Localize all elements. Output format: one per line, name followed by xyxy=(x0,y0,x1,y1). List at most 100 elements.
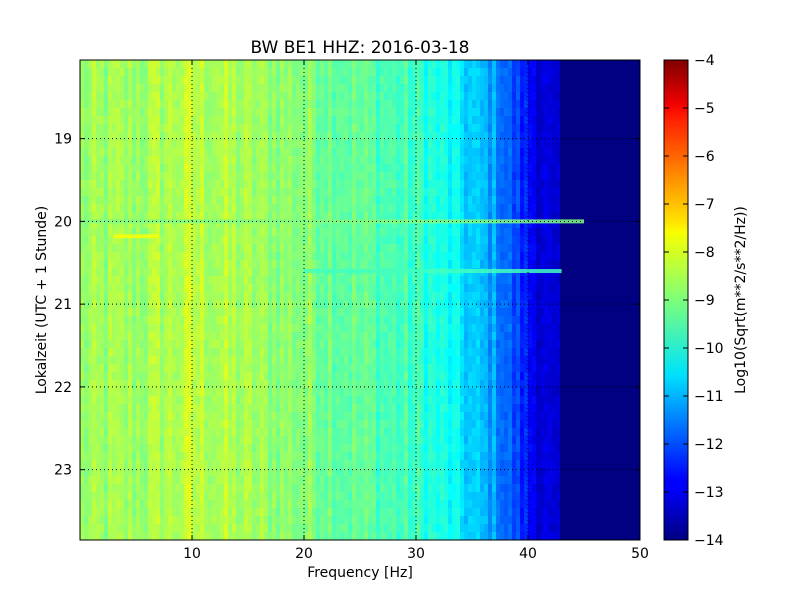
heatmap-cell xyxy=(120,476,125,485)
heatmap-cell xyxy=(404,220,409,229)
heatmap-cell xyxy=(236,524,241,533)
heatmap-cell xyxy=(92,484,97,493)
heatmap-cell xyxy=(248,196,253,205)
heatmap-cell xyxy=(328,156,333,165)
heatmap-cell xyxy=(244,132,249,141)
heatmap-cell xyxy=(272,508,277,517)
heatmap-cell xyxy=(372,276,377,285)
heatmap-cell xyxy=(256,436,261,445)
heatmap-cell xyxy=(324,164,329,173)
heatmap-cell xyxy=(168,268,173,277)
heatmap-cell xyxy=(268,236,273,245)
heatmap-cell xyxy=(200,500,205,509)
heatmap-cell xyxy=(324,428,329,437)
heatmap-cell xyxy=(108,244,113,253)
heatmap-cell xyxy=(332,444,337,453)
heatmap-cell xyxy=(384,428,389,437)
heatmap-cell xyxy=(232,60,237,69)
heatmap-cell xyxy=(212,132,217,141)
heatmap-cell xyxy=(284,180,289,189)
heatmap-cell xyxy=(152,132,157,141)
heatmap-cell xyxy=(224,380,229,389)
heatmap-cell xyxy=(172,524,177,533)
heatmap-cell xyxy=(172,116,177,125)
heatmap-cell xyxy=(256,60,261,69)
heatmap-cell xyxy=(220,76,225,85)
heatmap-cell xyxy=(180,372,185,381)
heatmap-cell xyxy=(116,260,121,269)
heatmap-cell xyxy=(308,76,313,85)
heatmap-cell xyxy=(372,348,377,357)
heatmap-cell xyxy=(276,420,281,429)
heatmap-cell xyxy=(164,140,169,149)
heatmap-cell xyxy=(316,84,321,93)
heatmap-cell xyxy=(212,180,217,189)
heatmap-cell xyxy=(204,324,209,333)
heatmap-cell xyxy=(180,284,185,293)
heatmap-cell xyxy=(256,396,261,405)
heatmap-cell xyxy=(168,516,173,525)
heatmap-cell xyxy=(272,420,277,429)
heatmap-cell xyxy=(132,108,137,117)
heatmap-cell xyxy=(92,148,97,157)
heatmap-cell xyxy=(248,436,253,445)
heatmap-cell xyxy=(376,332,381,341)
heatmap-cell xyxy=(376,500,381,509)
heatmap-cell xyxy=(272,412,277,421)
heatmap-cell xyxy=(212,164,217,173)
heatmap-cell xyxy=(368,356,373,365)
heatmap-cell xyxy=(280,444,285,453)
heatmap-cell xyxy=(148,196,153,205)
heatmap-cell xyxy=(256,68,261,77)
heatmap-cell xyxy=(124,316,129,325)
heatmap-cell xyxy=(260,252,265,261)
heatmap-cell xyxy=(344,228,349,237)
heatmap-cell xyxy=(116,92,121,101)
heatmap-cell xyxy=(128,140,133,149)
heatmap-cell xyxy=(164,308,169,317)
heatmap-cell xyxy=(104,308,109,317)
heatmap-cell xyxy=(396,156,401,165)
heatmap-cell xyxy=(292,316,297,325)
heatmap-cell xyxy=(312,428,317,437)
heatmap-cell xyxy=(240,100,245,109)
heatmap-cell xyxy=(292,68,297,77)
heatmap-cell xyxy=(372,516,377,525)
heatmap-cell xyxy=(192,84,197,93)
heatmap-cell xyxy=(152,356,157,365)
heatmap-cell xyxy=(356,532,361,540)
heatmap-cell xyxy=(324,404,329,413)
heatmap-cell xyxy=(164,428,169,437)
heatmap-cell xyxy=(184,132,189,141)
heatmap-cell xyxy=(208,276,213,285)
heatmap-cell xyxy=(136,284,141,293)
heatmap-cell xyxy=(364,444,369,453)
heatmap-cell xyxy=(104,460,109,469)
heatmap-cell xyxy=(256,388,261,397)
heatmap-cell xyxy=(180,276,185,285)
heatmap-cell xyxy=(400,372,405,381)
heatmap-cell xyxy=(268,68,273,77)
heatmap-cell xyxy=(88,84,93,93)
heatmap-cell xyxy=(312,364,317,373)
heatmap-cell xyxy=(336,260,341,269)
heatmap-cell xyxy=(192,68,197,77)
heatmap-cell xyxy=(280,380,285,389)
heatmap-cell xyxy=(232,460,237,469)
heatmap-cell xyxy=(276,68,281,77)
heatmap-cell xyxy=(256,180,261,189)
heatmap-cell xyxy=(300,236,305,245)
heatmap-cell xyxy=(144,148,149,157)
heatmap-cell xyxy=(216,188,221,197)
heatmap-cell xyxy=(336,500,341,509)
heatmap-cell xyxy=(188,444,193,453)
heatmap-cell xyxy=(248,404,253,413)
heatmap-cell xyxy=(396,524,401,533)
heatmap-cell xyxy=(108,188,113,197)
heatmap-cell xyxy=(132,276,137,285)
heatmap-cell xyxy=(228,380,233,389)
heatmap-cell xyxy=(376,188,381,197)
heatmap-cell xyxy=(408,116,413,125)
heatmap-cell xyxy=(332,324,337,333)
heatmap-cell xyxy=(336,60,341,69)
